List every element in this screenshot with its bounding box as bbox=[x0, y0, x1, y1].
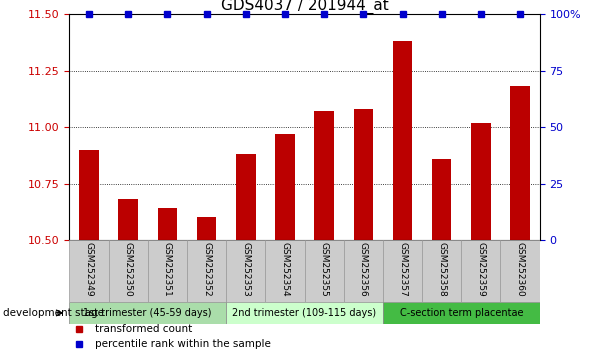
Bar bbox=[461, 240, 500, 302]
Bar bbox=[265, 240, 305, 302]
Bar bbox=[383, 302, 540, 324]
Text: GSM252358: GSM252358 bbox=[437, 242, 446, 297]
Title: GDS4037 / 201944_at: GDS4037 / 201944_at bbox=[221, 0, 388, 14]
Bar bbox=[314, 111, 334, 240]
Bar bbox=[432, 159, 452, 240]
Bar bbox=[383, 240, 422, 302]
Bar bbox=[471, 122, 491, 240]
Text: GSM252350: GSM252350 bbox=[124, 242, 133, 297]
Bar bbox=[157, 209, 177, 240]
Bar bbox=[79, 150, 99, 240]
Bar bbox=[510, 86, 530, 240]
Bar bbox=[344, 240, 383, 302]
Bar bbox=[197, 217, 216, 240]
Bar bbox=[353, 109, 373, 240]
Bar bbox=[69, 240, 109, 302]
Bar bbox=[393, 41, 412, 240]
Text: GSM252352: GSM252352 bbox=[202, 242, 211, 297]
Text: GSM252359: GSM252359 bbox=[476, 242, 485, 297]
Text: percentile rank within the sample: percentile rank within the sample bbox=[95, 339, 271, 349]
Text: GSM252351: GSM252351 bbox=[163, 242, 172, 297]
Text: GSM252355: GSM252355 bbox=[320, 242, 329, 297]
Bar bbox=[275, 134, 295, 240]
Text: GSM252349: GSM252349 bbox=[84, 242, 93, 297]
Text: transformed count: transformed count bbox=[95, 324, 192, 334]
Bar bbox=[187, 240, 226, 302]
Bar bbox=[305, 240, 344, 302]
Bar bbox=[500, 240, 540, 302]
Text: development stage: development stage bbox=[3, 308, 104, 318]
Bar bbox=[236, 154, 256, 240]
Text: C-section term placentae: C-section term placentae bbox=[400, 308, 523, 318]
Bar bbox=[69, 302, 226, 324]
Bar bbox=[109, 240, 148, 302]
Text: 2nd trimester (109-115 days): 2nd trimester (109-115 days) bbox=[232, 308, 377, 318]
Text: GSM252353: GSM252353 bbox=[241, 242, 250, 297]
Text: 1st trimester (45-59 days): 1st trimester (45-59 days) bbox=[83, 308, 212, 318]
Text: GSM252354: GSM252354 bbox=[280, 242, 289, 297]
Text: GSM252360: GSM252360 bbox=[516, 242, 525, 297]
Bar bbox=[118, 199, 138, 240]
Bar bbox=[226, 240, 265, 302]
Text: GSM252356: GSM252356 bbox=[359, 242, 368, 297]
Bar bbox=[148, 240, 187, 302]
Bar bbox=[226, 302, 383, 324]
Text: GSM252357: GSM252357 bbox=[398, 242, 407, 297]
Bar bbox=[422, 240, 461, 302]
